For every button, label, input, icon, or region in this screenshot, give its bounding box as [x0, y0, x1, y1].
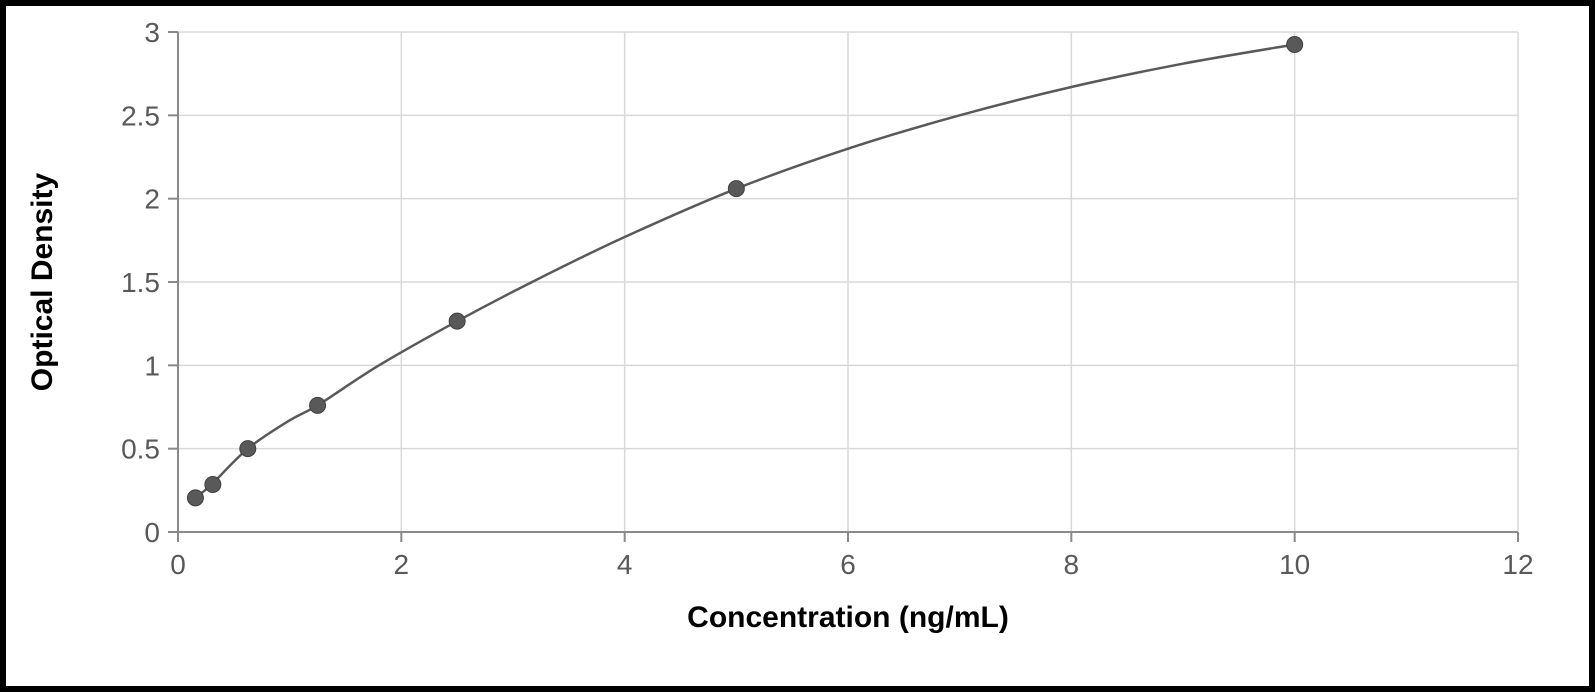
y-tick-label: 1.5	[121, 267, 160, 298]
chart-svg: 0 2 4 6 8 10 12 0 0.5 1 1.5 2 2.5 3 Concentration (ng/…	[6, 6, 1589, 686]
data-marker	[449, 313, 465, 329]
data-marker	[187, 490, 203, 506]
y-tick-label: 0.5	[121, 434, 160, 465]
y-axis-title: Optical Density	[26, 172, 59, 391]
x-tick-label: 2	[394, 549, 410, 580]
data-marker	[728, 181, 744, 197]
data-marker	[1287, 37, 1303, 53]
x-tick-label: 12	[1502, 549, 1533, 580]
chart-frame: 0 2 4 6 8 10 12 0 0.5 1 1.5 2 2.5 3 Concentration (ng/…	[0, 0, 1595, 692]
x-tick-label: 4	[617, 549, 633, 580]
y-tick-label: 0	[144, 517, 160, 548]
y-tick-label: 1	[144, 350, 160, 381]
x-axis-title: Concentration (ng/mL)	[687, 601, 1009, 634]
data-marker	[240, 441, 256, 457]
x-tick-label: 0	[170, 549, 186, 580]
x-tick-label: 10	[1279, 549, 1310, 580]
data-marker	[310, 397, 326, 413]
x-tick-label: 8	[1064, 549, 1080, 580]
y-tick-label: 2.5	[121, 100, 160, 131]
y-tick-label: 2	[144, 184, 160, 215]
x-tick-label: 6	[840, 549, 856, 580]
data-marker	[205, 477, 221, 493]
y-tick-label: 3	[144, 17, 160, 48]
